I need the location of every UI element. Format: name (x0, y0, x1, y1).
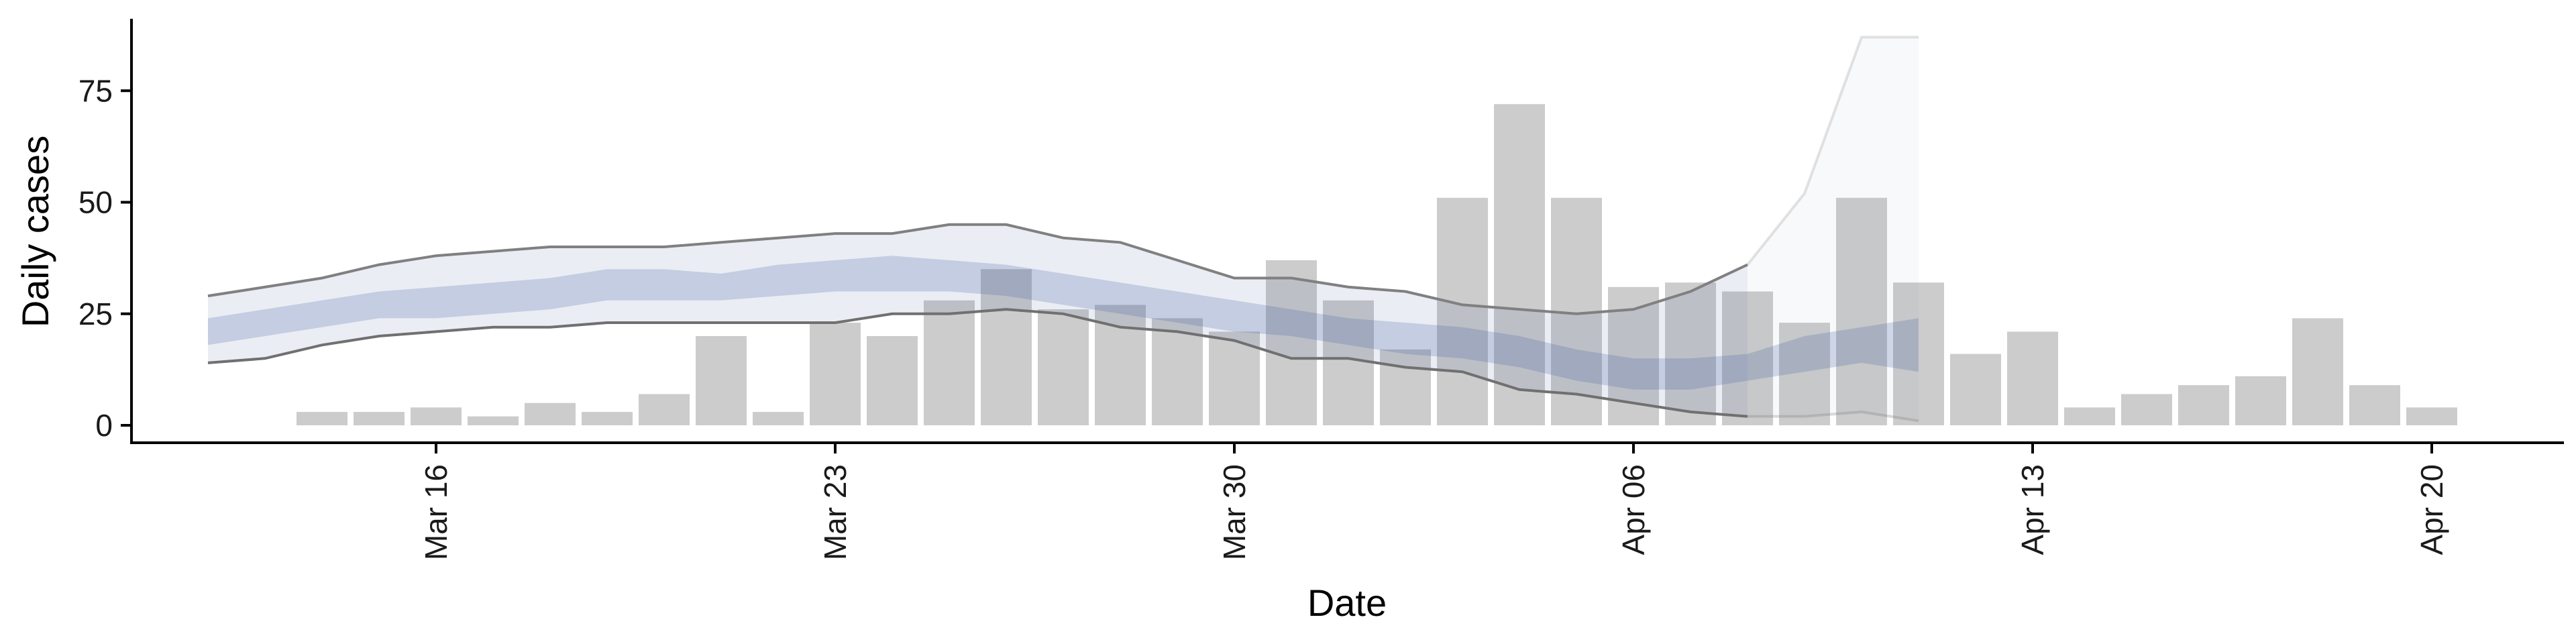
bar-2020-03-29 (1152, 318, 1203, 425)
bar-2020-03-21 (696, 336, 747, 425)
outer-band-tail (1748, 37, 1919, 421)
bar-2020-04-01 (1323, 300, 1374, 425)
y-tick-label-75: 75 (78, 73, 113, 108)
bar-2020-04-20 (2406, 407, 2457, 425)
bar-2020-04-04 (1494, 104, 1545, 425)
lower-interval-line (207, 308, 1748, 418)
bar-2020-03-22 (753, 412, 804, 425)
bar-2020-04-07 (1665, 282, 1716, 425)
x-tick-label-2020-04-20: Apr 20 (2414, 464, 2449, 555)
bar-2020-04-19 (2349, 385, 2400, 425)
inner-band (208, 256, 1919, 390)
y-tick-label-50: 50 (78, 185, 113, 220)
x-tick-label-2020-04-13: Apr 13 (2015, 464, 2050, 555)
upper-interval-line (207, 223, 1748, 315)
bar-2020-03-23 (810, 323, 861, 425)
bar-2020-04-02 (1380, 349, 1431, 425)
bar-2020-03-27 (1038, 309, 1089, 425)
bar-2020-04-10 (1836, 197, 1887, 425)
bar-2020-03-25 (924, 300, 975, 425)
bar-2020-04-14 (2064, 407, 2115, 425)
bar-2020-04-17 (2235, 376, 2286, 425)
x-tick-label-2020-03-30: Mar 30 (1217, 464, 1252, 560)
y-ticks: 0 25 50 75 (78, 73, 131, 443)
bar-2020-03-15 (354, 412, 405, 425)
bar-2020-03-20 (639, 394, 690, 425)
estimate-bands-layer (208, 37, 1919, 421)
bar-2020-03-28 (1095, 305, 1146, 425)
bars-layer (297, 104, 2457, 425)
bar-2020-04-09 (1779, 323, 1830, 425)
interval-lines-layer (207, 36, 1919, 423)
bar-2020-03-16 (411, 407, 462, 425)
y-tick-label-25: 25 (78, 297, 113, 331)
bar-2020-04-03 (1437, 197, 1488, 425)
bar-2020-04-18 (2292, 318, 2343, 425)
upper-interval-line-tail (1746, 36, 1919, 266)
x-tick-label-2020-03-16: Mar 16 (419, 464, 453, 560)
y-tick-label-0: 0 (95, 408, 113, 443)
bar-2020-04-15 (2121, 394, 2172, 425)
bar-2020-04-16 (2178, 385, 2229, 425)
bar-2020-03-19 (582, 412, 633, 425)
x-axis-title: Date (1307, 582, 1387, 624)
bar-2020-03-17 (468, 416, 519, 425)
outer-band (208, 224, 1748, 417)
bar-2020-03-26 (981, 269, 1032, 425)
bar-2020-03-31 (1266, 260, 1317, 425)
bar-2020-04-12 (1950, 354, 2001, 425)
y-axis-title: Daily cases (14, 136, 56, 327)
x-tick-label-2020-04-06: Apr 06 (1616, 464, 1651, 555)
bar-2020-03-24 (867, 336, 918, 425)
bar-2020-03-18 (525, 402, 576, 425)
bar-2020-04-11 (1893, 282, 1944, 425)
bar-2020-04-08 (1722, 291, 1773, 425)
x-tick-label-2020-03-23: Mar 23 (818, 464, 853, 560)
lower-interval-line-tail (1748, 410, 1919, 423)
bar-2020-04-13 (2007, 331, 2058, 425)
x-ticks: Mar 16 Mar 23 Mar 30 Apr 06 Apr 13 Apr 20 (419, 443, 2449, 560)
bar-2020-03-14 (297, 412, 347, 425)
